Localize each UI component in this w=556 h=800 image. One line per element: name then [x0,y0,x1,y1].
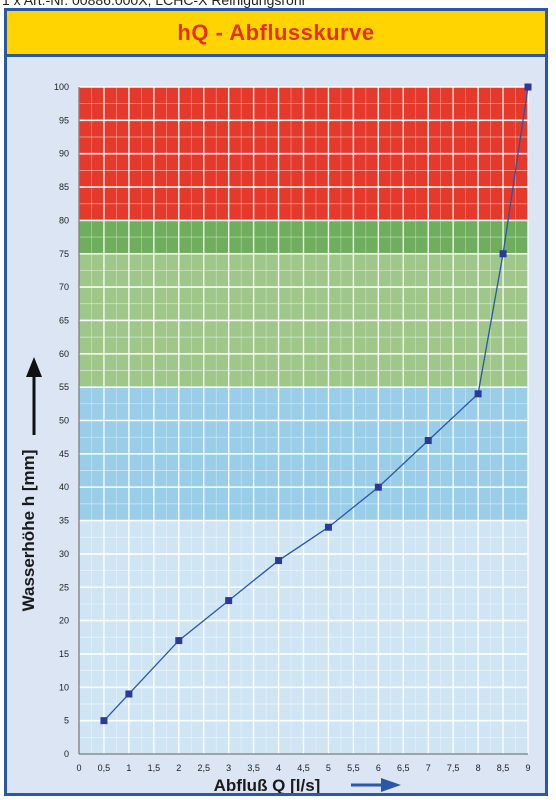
data-point [324,523,332,531]
x-tick-label: 0,5 [98,763,111,773]
x-tick-label: 5 [326,763,331,773]
y-tick-label: 20 [59,616,69,626]
y-tick-label: 5 [64,716,69,726]
y-tick-label: 25 [59,582,69,592]
y-tick-label: 70 [59,282,69,292]
data-point [374,483,382,491]
data-point [474,390,482,398]
top-caption: 1 x Art.-Nr. 00886.000X, LCHC-X Reinigun… [2,0,307,8]
y-tick-label: 90 [59,149,69,159]
plot-area: 0 5 10 15 20 25 30 35 40 45 50 55 60 65 70 75 80 85 90 95 10… [7,57,545,793]
x-arrow-head [381,778,401,792]
x-tick-label: 5,5 [347,763,360,773]
x-tick-label: 1 [126,763,131,773]
x-tick-label: 2,5 [197,763,210,773]
data-point [524,83,532,91]
y-arrow-head [26,357,42,377]
y-tick-label: 65 [59,315,69,325]
x-axis-label: Abfluß Q [l/s] [214,776,321,793]
x-tick-label: 8 [476,763,481,773]
data-point [125,690,133,698]
x-tick-label: 4,5 [297,763,310,773]
x-tick-label: 0 [76,763,81,773]
data-point [275,557,283,565]
y-tick-label: 15 [59,649,69,659]
x-tick-label: 8,5 [497,763,510,773]
title-bar: hQ - Abflusskurve [7,11,545,57]
y-tick-label: 30 [59,549,69,559]
data-point [225,597,233,605]
x-tick-label: 7 [426,763,431,773]
y-tick-label: 85 [59,182,69,192]
x-tick-label: 3 [226,763,231,773]
data-point [424,437,432,445]
y-tick-label: 55 [59,382,69,392]
chart-frame: hQ - Abflusskurve 0 5 10 15 20 25 30 35 40 45 50 55… [4,8,548,796]
x-tick-label: 4 [276,763,281,773]
x-tick-label: 7,5 [447,763,460,773]
data-point [175,637,183,645]
y-axis-label: Wasserhöhe h [mm] [19,450,38,612]
y-tick-label: 75 [59,249,69,259]
data-point [100,717,108,725]
y-tick-label: 0 [64,749,69,759]
x-tick-label: 6 [376,763,381,773]
x-tick-label: 3,5 [247,763,260,773]
chart-svg: 0510152025303540455055606570758085909510… [19,82,532,793]
y-tick-label: 60 [59,349,69,359]
x-tick-label: 2 [176,763,181,773]
y-tick-label: 35 [59,516,69,526]
y-tick-label: 95 [59,115,69,125]
chart-title: hQ - Abflusskurve [177,19,375,45]
y-tick-label: 10 [59,682,69,692]
y-tick-label: 40 [59,482,69,492]
y-tick-label: 80 [59,215,69,225]
x-tick-label: 6,5 [397,763,410,773]
y-tick-label: 45 [59,449,69,459]
y-tick-label: 100 [54,82,69,92]
x-tick-label: 1,5 [148,763,161,773]
data-point [499,250,507,258]
x-tick-label: 9 [525,763,530,773]
y-tick-label: 50 [59,416,69,426]
